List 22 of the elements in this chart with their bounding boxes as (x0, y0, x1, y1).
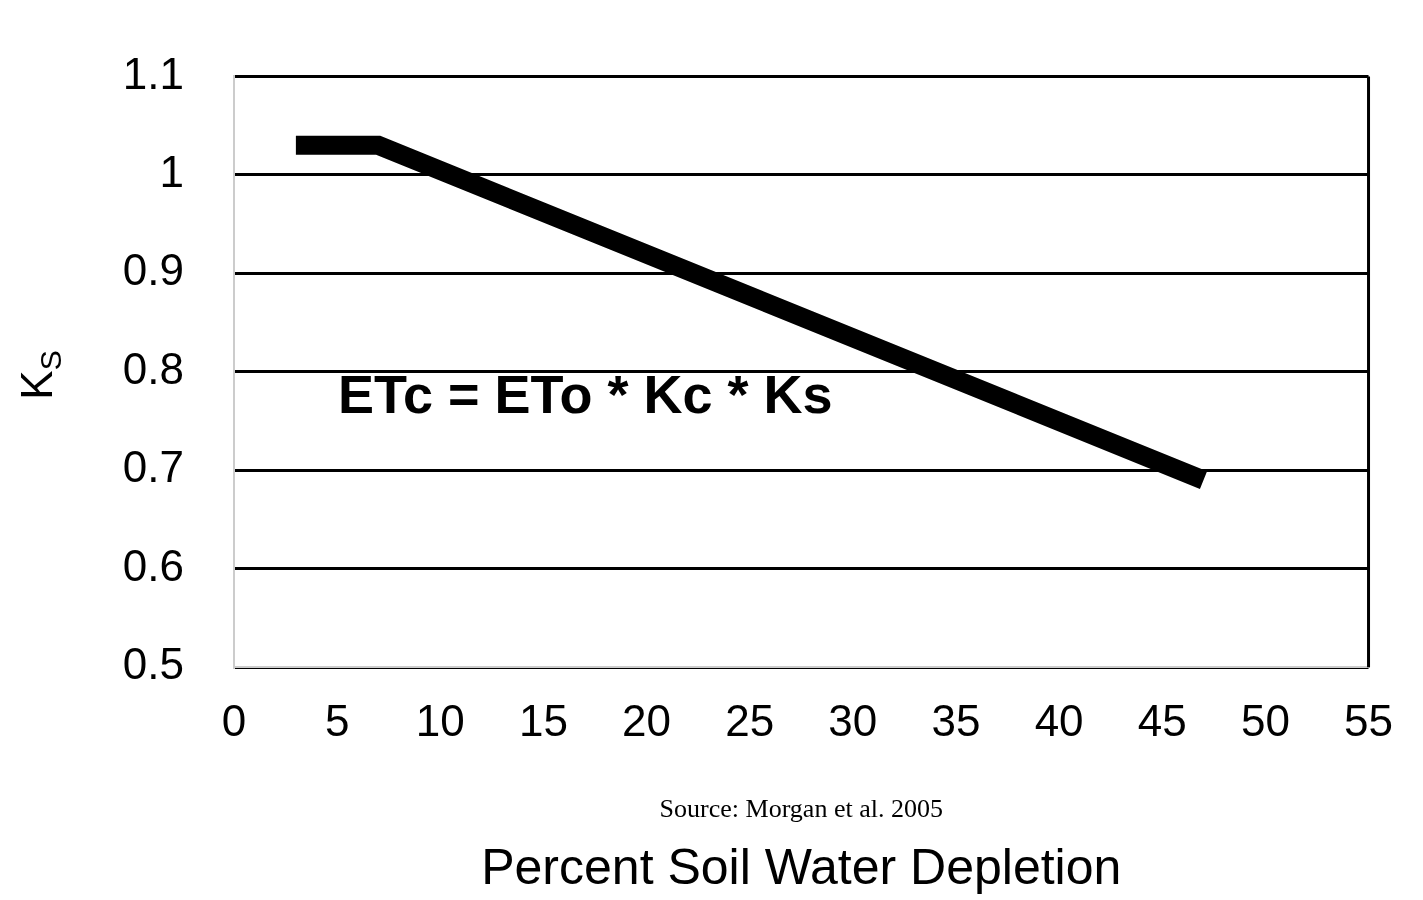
x-tick-label: 50 (1240, 695, 1290, 745)
x-tick-label: 40 (1034, 695, 1084, 745)
y-tick-label: 0.9 (122, 245, 184, 295)
y-tick-label: 1 (159, 147, 184, 197)
annotation: ETc = ETo * Kc * Ks (338, 363, 833, 424)
x-tick-label: 45 (1137, 695, 1187, 745)
x-tick-label: 5 (324, 695, 350, 745)
x-tick-label: 0 (221, 695, 247, 745)
x-axis-title: Percent Soil Water Depletion (481, 838, 1122, 895)
source-note: Source: Morgan et al. 2005 (659, 793, 943, 823)
x-tick-label: 55 (1344, 695, 1394, 745)
y-tick-label: 0.8 (122, 343, 184, 393)
x-tick-label: 35 (931, 695, 981, 745)
y-tick-label: 1.1 (122, 48, 184, 98)
x-tick-label: 25 (725, 695, 775, 745)
x-tick-label: 20 (622, 695, 672, 745)
y-tick-label: 0.7 (122, 442, 184, 492)
x-tick-label: 30 (828, 695, 878, 745)
y-tick-label: 0.5 (122, 639, 184, 689)
x-tick-label: 10 (415, 695, 465, 745)
x-tick-label: 15 (518, 695, 568, 745)
y-tick-label: 0.6 (122, 540, 184, 590)
